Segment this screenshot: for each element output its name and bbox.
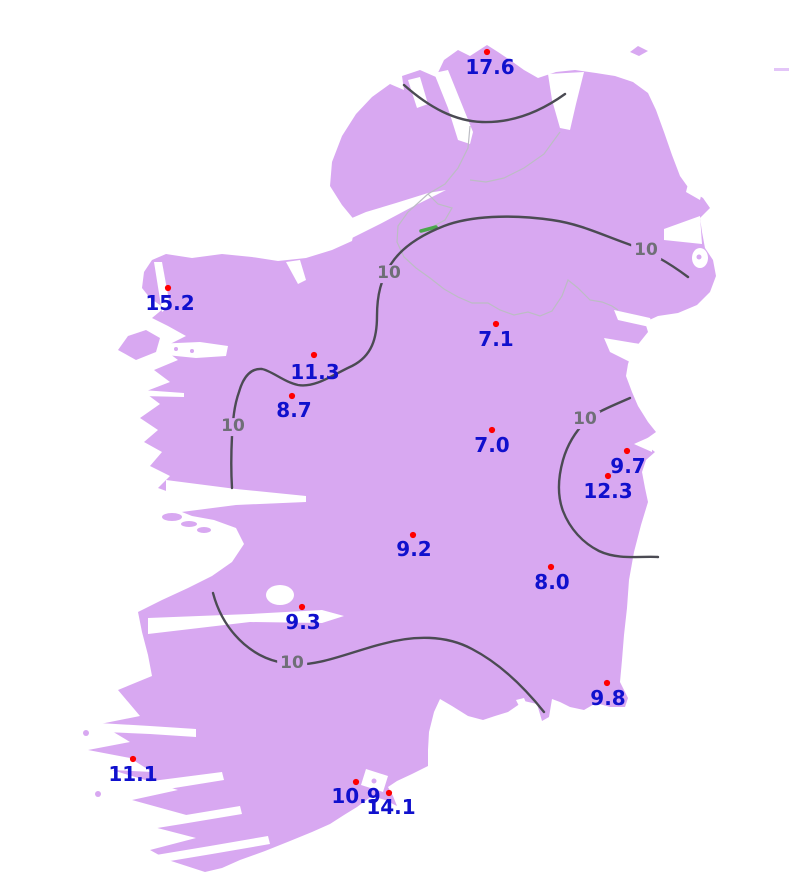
station-dot bbox=[492, 320, 500, 328]
valentia-islet bbox=[95, 791, 101, 797]
station-value-label: 7.1 bbox=[478, 327, 514, 351]
aran-island-1 bbox=[162, 513, 182, 521]
galway-bay bbox=[166, 480, 306, 514]
station-dot bbox=[164, 284, 172, 292]
foyle-border-spur bbox=[469, 131, 561, 183]
faint-coast-fragment bbox=[774, 68, 789, 71]
station-dot bbox=[547, 563, 555, 571]
contour-level-label: 10 bbox=[631, 241, 661, 260]
station-value-label: 8.7 bbox=[276, 398, 312, 422]
achill-island bbox=[118, 330, 160, 360]
station-value-label: 9.2 bbox=[396, 537, 432, 561]
dundalk-bay bbox=[604, 338, 640, 364]
station-dot bbox=[385, 789, 393, 797]
shannon-estuary bbox=[148, 610, 344, 634]
station-dot bbox=[483, 48, 491, 56]
station-dot bbox=[623, 447, 631, 455]
fergus-estuary bbox=[266, 585, 294, 605]
contour-main bbox=[230, 215, 690, 490]
station-dot bbox=[310, 351, 318, 359]
station-dot bbox=[488, 426, 496, 434]
station-dot bbox=[603, 679, 611, 687]
station-value-label: 9.3 bbox=[285, 610, 321, 634]
station-dot bbox=[604, 472, 612, 480]
tralee-bay bbox=[82, 722, 196, 737]
station-value-label: 10.9 bbox=[331, 784, 381, 808]
mullet-channel bbox=[154, 262, 170, 312]
station-dot bbox=[129, 755, 137, 763]
blasket-islet bbox=[83, 730, 89, 736]
dingle-bay bbox=[100, 772, 224, 797]
coastal-bays bbox=[82, 70, 708, 864]
station-dot bbox=[288, 392, 296, 400]
strangford-islet bbox=[696, 254, 702, 260]
ni-border bbox=[396, 125, 619, 317]
belfast-lough bbox=[664, 216, 702, 244]
islands bbox=[83, 46, 702, 797]
killala-bay bbox=[286, 260, 306, 284]
aran-island-2 bbox=[181, 521, 197, 527]
station-value-label: 11.1 bbox=[108, 762, 158, 786]
ireland-landmass bbox=[88, 45, 716, 872]
internal-borders bbox=[396, 125, 619, 317]
station-value-label: 15.2 bbox=[145, 291, 195, 315]
station-dot bbox=[298, 603, 306, 611]
cork-harbour-islet bbox=[371, 778, 377, 784]
waterford-harbour bbox=[516, 698, 530, 716]
station-value-label: 14.1 bbox=[366, 795, 416, 819]
killary-harbour bbox=[142, 390, 184, 397]
dublin-bay bbox=[634, 436, 652, 452]
contour-level-label: 10 bbox=[374, 264, 404, 283]
green-lough-fragment bbox=[419, 225, 438, 233]
kenmare-river bbox=[118, 806, 242, 834]
station-value-label: 9.7 bbox=[610, 454, 646, 478]
clew-bay-islet-1 bbox=[174, 347, 178, 351]
station-dots bbox=[129, 48, 631, 797]
station-value-label: 8.0 bbox=[534, 570, 570, 594]
station-value-label: 9.8 bbox=[590, 686, 626, 710]
contour-level-label: 10 bbox=[277, 654, 307, 673]
rathlin-island bbox=[630, 46, 648, 56]
carlingford-lough bbox=[614, 310, 654, 328]
contour-level-label: 10 bbox=[570, 410, 600, 429]
larne-lough bbox=[686, 184, 702, 200]
lough-foyle bbox=[548, 72, 584, 130]
lough-swilly bbox=[434, 70, 473, 144]
station-value-label: 12.3 bbox=[583, 479, 633, 503]
station-dot bbox=[352, 778, 360, 786]
aran-island-3 bbox=[197, 527, 211, 533]
bantry-bay bbox=[150, 836, 270, 864]
contour-north bbox=[402, 83, 567, 124]
station-value-label: 7.0 bbox=[474, 433, 510, 457]
donegal-bay bbox=[352, 190, 446, 238]
contour-south bbox=[211, 591, 546, 714]
border-squiggle-derry bbox=[427, 193, 453, 229]
contour-level-label: 10 bbox=[218, 417, 248, 436]
clew-bay-islet-2 bbox=[190, 349, 194, 353]
station-value-label: 17.6 bbox=[465, 55, 515, 79]
station-value-label: 11.3 bbox=[290, 360, 340, 384]
station-dot bbox=[409, 531, 417, 539]
